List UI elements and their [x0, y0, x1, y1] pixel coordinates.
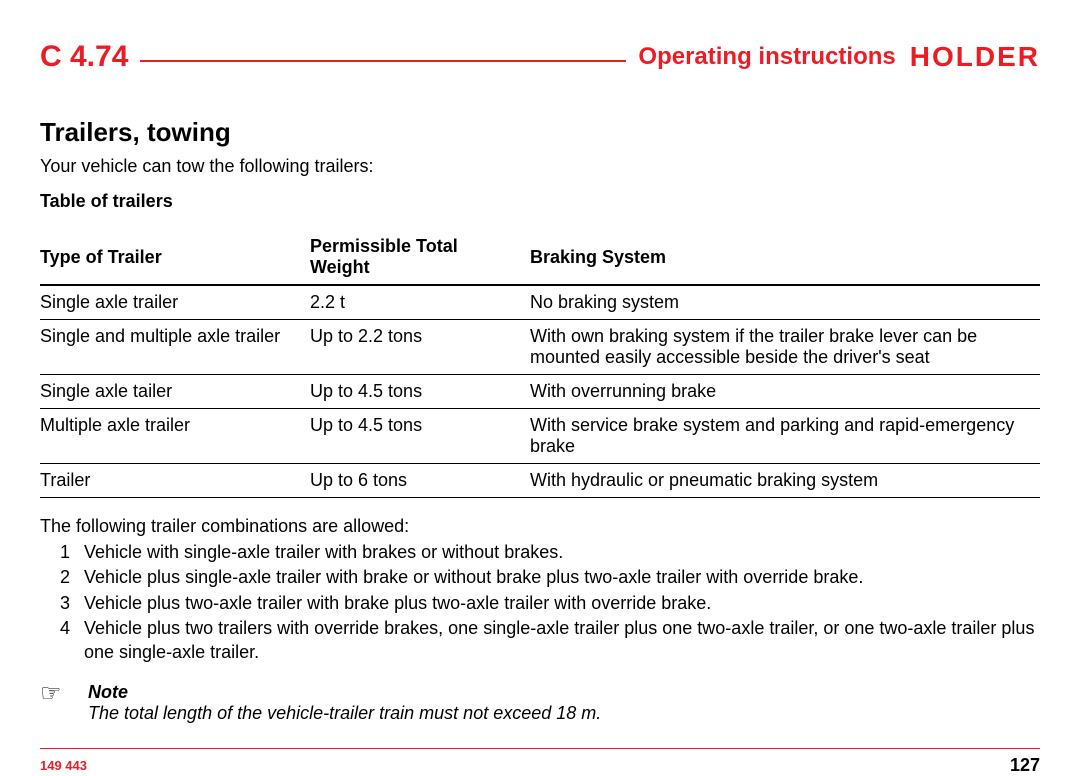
list-text: Vehicle plus two-axle trailer with brake… [84, 592, 711, 615]
table-row: Multiple axle trailer Up to 4.5 tons Wit… [40, 409, 1040, 464]
list-number: 1 [60, 541, 84, 564]
table-caption: Table of trailers [40, 191, 1040, 212]
table-row: Single axle tailer Up to 4.5 tons With o… [40, 375, 1040, 409]
list-number: 3 [60, 592, 84, 615]
cell-weight: Up to 4.5 tons [310, 409, 530, 464]
model-code: C 4.74 [40, 40, 140, 74]
column-header: Braking System [530, 230, 1040, 285]
note-block: ☞ Note The total length of the vehicle-t… [40, 682, 1040, 724]
note-label: Note [88, 682, 1040, 703]
intro-text: Your vehicle can tow the following trail… [40, 156, 1040, 177]
table-header-row: Type of Trailer Permissible Total Weight… [40, 230, 1040, 285]
page-number: 127 [1010, 755, 1040, 776]
page-content: Trailers, towing Your vehicle can tow th… [40, 117, 1040, 776]
operating-instructions-label: Operating instructions [638, 43, 895, 71]
list-item: 1 Vehicle with single-axle trailer with … [60, 541, 1040, 564]
cell-type: Multiple axle trailer [40, 409, 310, 464]
cell-weight: 2.2 t [310, 285, 530, 320]
list-number: 4 [60, 617, 84, 664]
cell-weight: Up to 4.5 tons [310, 375, 530, 409]
header-right: Operating instructions HOLDER [626, 41, 1040, 73]
note-text: The total length of the vehicle-trailer … [88, 703, 1040, 724]
cell-weight: Up to 2.2 tons [310, 320, 530, 375]
header-rule: C 4.74 Operating instructions HOLDER [40, 60, 1040, 62]
list-number: 2 [60, 566, 84, 589]
cell-type: Single axle trailer [40, 285, 310, 320]
document-number: 149 443 [40, 758, 87, 773]
trailers-table: Type of Trailer Permissible Total Weight… [40, 230, 1040, 498]
cell-type: Single axle tailer [40, 375, 310, 409]
list-text: Vehicle plus single-axle trailer with br… [84, 566, 863, 589]
combinations-intro: The following trailer combinations are a… [40, 516, 1040, 537]
cell-braking: No braking system [530, 285, 1040, 320]
cell-braking: With service brake system and parking an… [530, 409, 1040, 464]
cell-braking: With own braking system if the trailer b… [530, 320, 1040, 375]
section-title: Trailers, towing [40, 117, 1040, 148]
list-item: 4 Vehicle plus two trailers with overrid… [60, 617, 1040, 664]
column-header: Type of Trailer [40, 230, 310, 285]
table-row: Trailer Up to 6 tons With hydraulic or p… [40, 464, 1040, 498]
column-header: Permissible Total Weight [310, 230, 530, 285]
cell-braking: With hydraulic or pneumatic braking syst… [530, 464, 1040, 498]
header-overlay: C 4.74 Operating instructions HOLDER [40, 40, 1040, 74]
table-row: Single axle trailer 2.2 t No braking sys… [40, 285, 1040, 320]
cell-type: Single and multiple axle trailer [40, 320, 310, 375]
list-text: Vehicle plus two trailers with override … [84, 617, 1040, 664]
pointing-hand-icon: ☞ [40, 682, 88, 706]
list-item: 3 Vehicle plus two-axle trailer with bra… [60, 592, 1040, 615]
cell-braking: With overrunning brake [530, 375, 1040, 409]
list-text: Vehicle with single-axle trailer with br… [84, 541, 563, 564]
combinations-list: 1 Vehicle with single-axle trailer with … [40, 541, 1040, 664]
brand-logo: HOLDER [910, 41, 1040, 73]
cell-weight: Up to 6 tons [310, 464, 530, 498]
cell-type: Trailer [40, 464, 310, 498]
note-body: Note The total length of the vehicle-tra… [88, 682, 1040, 724]
table-row: Single and multiple axle trailer Up to 2… [40, 320, 1040, 375]
list-item: 2 Vehicle plus single-axle trailer with … [60, 566, 1040, 589]
